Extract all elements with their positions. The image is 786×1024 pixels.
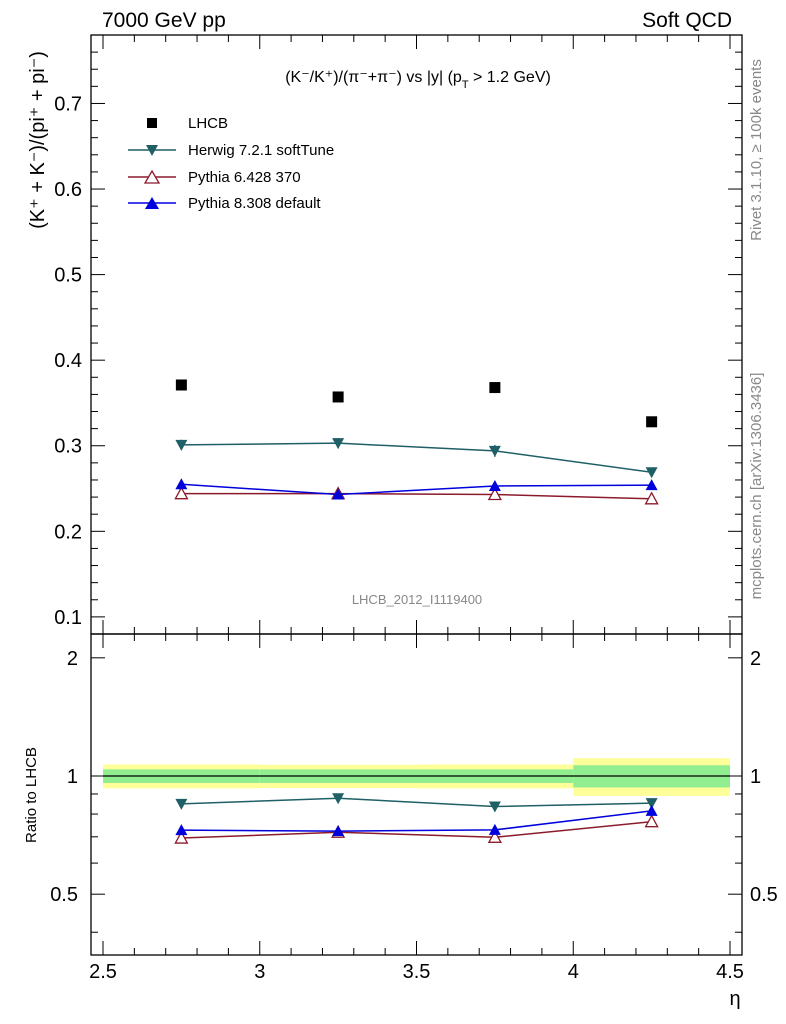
x-tick-label: 4 xyxy=(568,961,579,983)
ratio-line-2 xyxy=(181,810,652,832)
y-tick-label: 0.1 xyxy=(54,607,82,629)
ratio-point-0 xyxy=(488,801,501,813)
ratio-tick-label-left: 0.5 xyxy=(50,884,78,906)
series-point-2 xyxy=(332,488,345,500)
ratio-line-0 xyxy=(181,797,652,808)
legend-label-lhcb: LHCB xyxy=(188,115,228,132)
x-tick-label: 3.5 xyxy=(403,961,431,983)
header-right: Soft QCD xyxy=(642,9,732,32)
ratio-point-2 xyxy=(645,804,658,816)
x-axis-label: η xyxy=(729,988,740,1010)
ratio-point-0 xyxy=(175,798,188,810)
y-tick-label: 0.5 xyxy=(54,265,82,287)
legend-marker-lhcb xyxy=(147,118,157,128)
analysis-watermark: LHCB_2012_I1119400 xyxy=(352,592,482,607)
y-tick-label: 0.6 xyxy=(54,179,82,201)
series-point-0 xyxy=(175,439,188,451)
x-tick-label: 3 xyxy=(254,961,265,983)
ratio-point-2 xyxy=(488,823,501,835)
data-point-lhcb xyxy=(489,382,501,394)
series-point-1 xyxy=(174,486,189,500)
ratio-point-1 xyxy=(487,829,502,843)
data-point-lhcb xyxy=(646,416,658,428)
mcplots-label: mcplots.cern.ch [arXiv:1306.3436] xyxy=(748,373,765,600)
data-point-lhcb xyxy=(332,391,344,403)
header-left: 7000 GeV pp xyxy=(102,9,226,32)
series-line-1 xyxy=(181,492,652,500)
y-tick-label: 0.7 xyxy=(54,93,82,115)
legend-marker-pythia6 xyxy=(143,169,161,184)
series-point-1 xyxy=(487,487,502,501)
y-tick-label: 0.2 xyxy=(54,521,82,543)
data-point-lhcb xyxy=(175,379,187,391)
ratio-point-2 xyxy=(175,824,188,836)
ratio-point-1 xyxy=(174,830,189,844)
legend-marker-herwig xyxy=(146,145,158,156)
rivet-label: Rivet 3.1.10, ≥ 100k events xyxy=(748,59,765,241)
ratio-tick-label-left: 2 xyxy=(67,648,78,670)
y-tick-label: 0.3 xyxy=(54,436,82,458)
legend: LHCB Herwig 7.2.1 softTune Pythia 6.428 … xyxy=(128,115,334,212)
x-tick-label: 2.5 xyxy=(89,961,117,983)
series-line-0 xyxy=(181,442,652,474)
x-tick-label: 4.5 xyxy=(716,961,744,983)
series-line-2 xyxy=(181,483,652,496)
ratio-point-0 xyxy=(645,798,658,810)
series-point-0 xyxy=(332,438,345,450)
series-point-2 xyxy=(645,479,658,491)
ratio-point-2 xyxy=(332,825,345,837)
y-tick-label: 0.4 xyxy=(54,350,82,372)
series-point-0 xyxy=(645,467,658,479)
plot-title: (K⁻/K⁺)/(π⁻+π⁻) vs |y| (pT > 1.2 GeV) xyxy=(285,69,551,91)
ratio-point-0 xyxy=(332,793,345,805)
series-point-2 xyxy=(175,478,188,490)
legend-label-herwig: Herwig 7.2.1 softTune xyxy=(188,142,334,159)
ratio-tick-label-right: 1 xyxy=(750,766,761,788)
ratio-point-1 xyxy=(644,814,659,828)
ratio-tick-label-right: 2 xyxy=(750,648,761,670)
ratio-tick-label-right: 0.5 xyxy=(750,884,778,906)
ratio-line-1 xyxy=(181,820,652,839)
series-point-2 xyxy=(488,479,501,491)
ratio-y-axis-label: Ratio to LHCB xyxy=(23,747,40,843)
series-point-0 xyxy=(488,445,501,457)
legend-label-pythia6: Pythia 6.428 370 xyxy=(188,169,301,186)
legend-label-pythia8: Pythia 8.308 default xyxy=(188,195,321,212)
series-point-1 xyxy=(644,491,659,505)
y-axis-label: (K⁺ + K⁻)/(pi⁺ + pi⁻) xyxy=(27,51,49,229)
ratio-tick-label-left: 1 xyxy=(67,766,78,788)
legend-marker-pythia8 xyxy=(145,197,159,209)
